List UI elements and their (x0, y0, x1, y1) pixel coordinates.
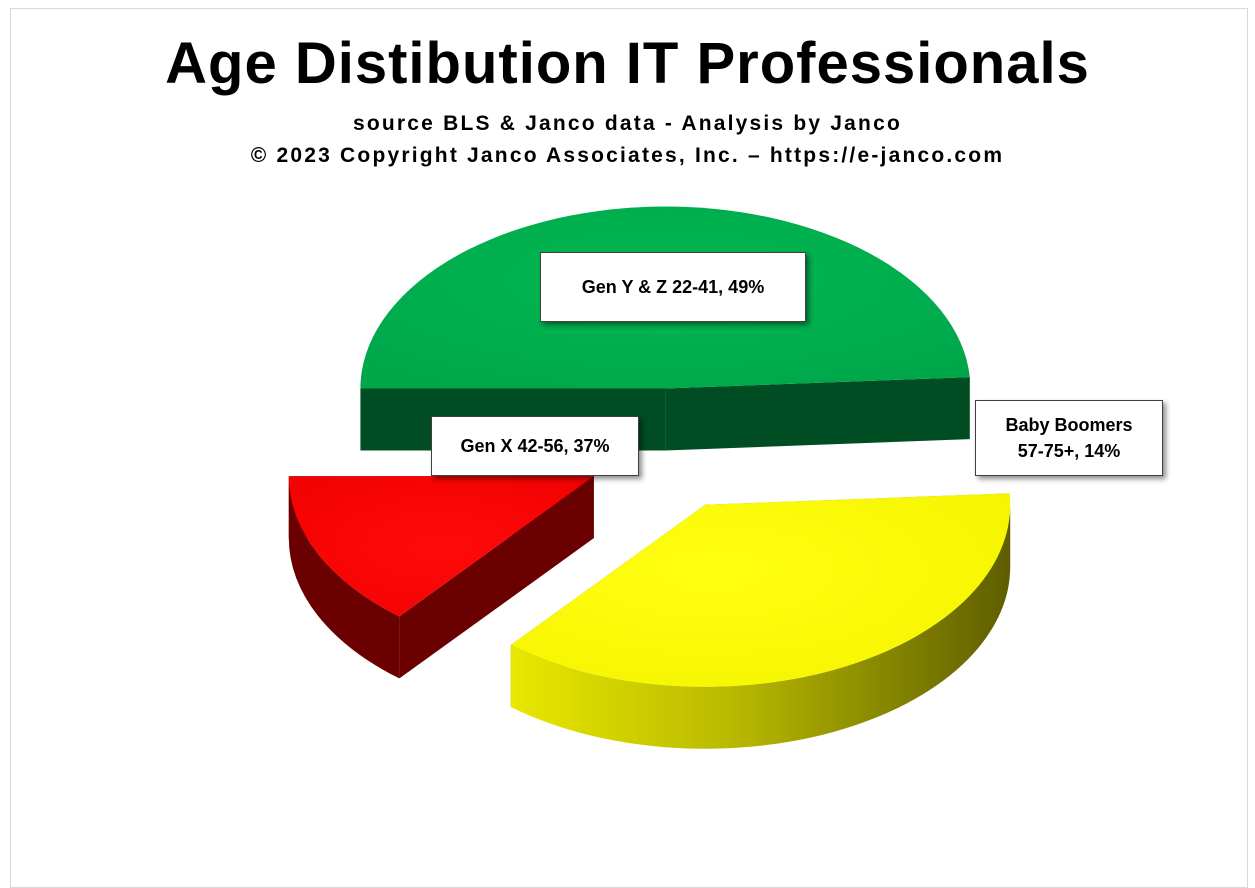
pie-slice-2-top (288, 476, 594, 617)
pie-slice-0-cut-face-1 (665, 377, 970, 451)
slice-label-2: Baby Boomers 57-75+, 14% (975, 400, 1163, 476)
slice-label-line: Baby Boomers (1005, 414, 1133, 435)
slice-label-line: 57-75+, 14% (1017, 441, 1121, 461)
chart-subtitle-source: source BLS & Janco data - Analysis by Ja… (353, 112, 902, 135)
pie-slice-1-wall-0 (510, 504, 1011, 749)
pie-slice-2-wall-0 (288, 476, 400, 679)
pie-slice-0 (360, 206, 970, 451)
pie-slice-1 (510, 493, 1011, 749)
chart-subtitle-copyright: © 2023 Copyright Janco Associates, Inc. … (250, 144, 1005, 167)
slice-label-1: Gen X 42-56, 37% (431, 416, 639, 476)
slice-label-text-1: Gen X 42-56, 37% (460, 433, 609, 459)
pie-slice-2 (288, 476, 594, 679)
slice-label-line: Gen X 42-56, 37% (460, 435, 610, 456)
slice-label-0: Gen Y & Z 22-41, 49% (540, 252, 806, 322)
chart-title: Age Distibution IT Professionals (165, 31, 1090, 96)
pie-slice-1-top (510, 493, 1011, 687)
slice-label-text-2: Baby Boomers 57-75+, 14% (1005, 412, 1132, 464)
slice-label-text-0: Gen Y & Z 22-41, 49% (582, 274, 764, 300)
slice-label-line: Gen Y & Z 22-41, 49% (581, 276, 765, 297)
